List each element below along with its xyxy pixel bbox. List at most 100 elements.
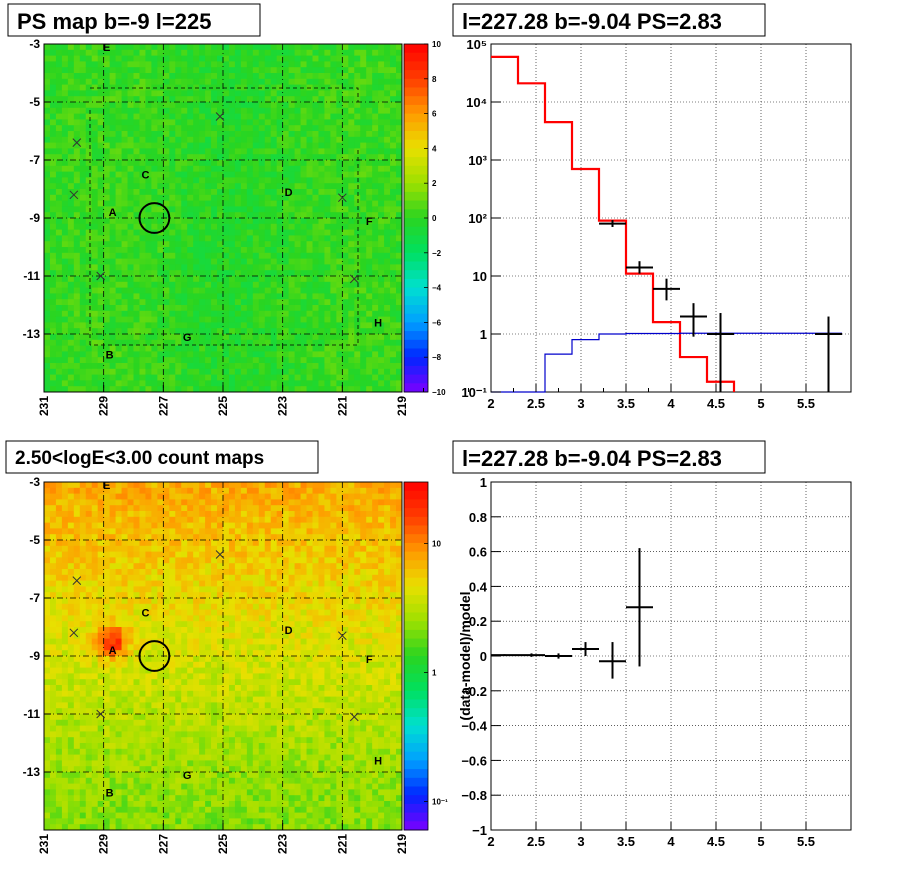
map-pixel [187,131,193,137]
map-pixel [342,363,348,369]
map-pixel [80,755,86,761]
map-pixel [199,212,205,218]
map-pixel [50,778,56,784]
map-pixel [50,85,56,91]
map-pixel [265,166,271,172]
map-pixel [122,357,128,363]
map-pixel [336,259,342,265]
map-pixel [181,386,187,392]
map-pixel [336,369,342,375]
map-pixel [62,212,68,218]
map-pixel [139,755,145,761]
map-pixel [301,206,307,212]
map-pixel [44,195,50,201]
map-pixel [366,311,372,317]
map-pixel [360,241,366,247]
map-pixel [378,224,384,230]
map-pixel [44,322,50,328]
map-pixel [128,230,134,236]
map-pixel [187,386,193,392]
map-pixel [163,177,169,183]
map-pixel [116,61,122,67]
map-pixel [259,154,265,160]
map-pixel [122,259,128,265]
map-pixel [151,276,157,282]
map-pixel [366,380,372,386]
map-pixel [80,702,86,708]
map-pixel [259,131,265,137]
map-pixel [157,206,163,212]
map-pixel [354,206,360,212]
map-pixel [116,482,122,488]
map-pixel [56,131,62,137]
map-pixel [74,644,80,650]
map-pixel [122,726,128,732]
map-pixel [110,801,116,807]
map-pixel [378,85,384,91]
map-pixel [92,505,98,511]
map-pixel [86,375,92,381]
map-pixel [241,270,247,276]
map-pixel [50,154,56,160]
map-pixel [193,259,199,265]
map-pixel [68,218,74,224]
map-pixel [122,749,128,755]
map-pixel [80,662,86,668]
map-pixel [348,61,354,67]
map-pixel [253,131,259,137]
map-pixel [324,235,330,241]
map-pixel [360,235,366,241]
map-pixel [229,351,235,357]
map-pixel [86,760,92,766]
colorbar-step [404,105,428,114]
map-pixel [151,691,157,697]
map-pixel [295,154,301,160]
map-pixel [253,206,259,212]
map-pixel [92,102,98,108]
map-pixel [211,154,217,160]
map-pixel [265,363,271,369]
map-pixel [283,375,289,381]
map-pixel [128,702,134,708]
map-pixel [211,148,217,154]
map-pixel [86,195,92,201]
map-pixel [253,166,259,172]
map-pixel [211,311,217,317]
map-pixel [247,206,253,212]
map-pixel [104,523,110,529]
map-pixel [265,189,271,195]
map-pixel [324,386,330,392]
map-pixel [56,311,62,317]
map-pixel [80,795,86,801]
map-pixel [229,317,235,323]
map-pixel [50,131,56,137]
map-pixel [86,813,92,819]
map-pixel [193,172,199,178]
map-pixel [104,720,110,726]
map-pixel [283,270,289,276]
map-pixel [384,369,390,375]
map-pixel [342,143,348,149]
map-pixel [390,212,396,218]
map-pixel [307,189,313,195]
map-pixel [390,148,396,154]
map-pixel [205,183,211,189]
map-pixel [86,731,92,737]
map-pixel [324,357,330,363]
map-pixel [318,375,324,381]
colorbar-step [404,296,428,305]
map-pixel [318,264,324,270]
map-pixel [92,766,98,772]
map-pixel [110,201,116,207]
map-pixel [116,592,122,598]
map-pixel [324,212,330,218]
map-pixel [199,143,205,149]
map-pixel [360,148,366,154]
map-pixel [253,79,259,85]
map-pixel [122,195,128,201]
map-pixel [104,691,110,697]
map-pixel [151,351,157,357]
map-pixel [390,195,396,201]
map-pixel [259,166,265,172]
